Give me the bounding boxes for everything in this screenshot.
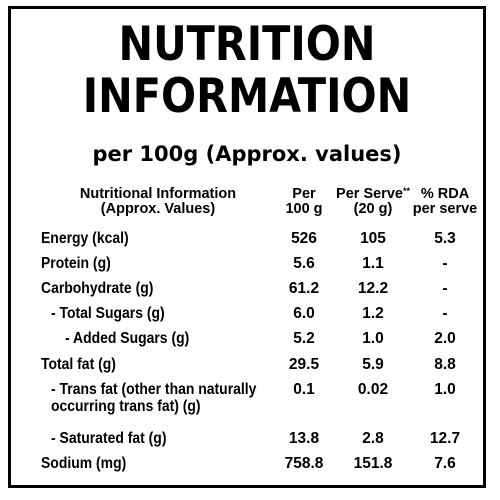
per-serve-value: 1.1 [362, 255, 384, 272]
row-label: - Total Sugars (g) [51, 305, 165, 322]
header-per-serve: Per Serve** (20 g) [333, 187, 413, 217]
rda-value: 8.8 [434, 356, 456, 373]
rda-value: 12.7 [429, 430, 461, 447]
header-nutritional-information: Nutritional Information (Approx. Values) [79, 186, 237, 217]
row-label: - Trans fat (other than naturally occurr… [51, 381, 257, 415]
per100-value: 13.8 [288, 430, 320, 447]
per100-value: 5.6 [293, 255, 315, 272]
per-serve-value: 5.9 [362, 356, 384, 373]
per-serve-value: 105 [360, 230, 386, 247]
rda-value: 2.0 [434, 330, 456, 347]
row-label: - Saturated fat (g) [51, 430, 167, 447]
header-per-100g: Per 100 g [285, 186, 323, 217]
per-serve-value: 0.02 [357, 381, 389, 398]
row-label: - Added Sugars (g) [65, 330, 190, 347]
row-label: Carbohydrate (g) [41, 280, 154, 297]
per100-value: 526 [291, 230, 317, 247]
per-serve-value: 1.0 [362, 330, 384, 347]
title-line-2: INFORMATION [82, 69, 412, 124]
serve-footnote-marker: ** [402, 186, 410, 196]
title-line-1: NUTRITION [118, 17, 376, 72]
rda-value: 1.0 [434, 381, 456, 398]
subtitle: per 100g (Approx. values) [92, 142, 402, 166]
nutrition-panel: NUTRITION INFORMATION per 100g (Approx. … [8, 6, 486, 488]
per100-value: 6.0 [293, 305, 315, 322]
per100-value: 5.2 [293, 330, 315, 347]
rda-value: - [442, 255, 448, 272]
per100-value: 0.1 [293, 381, 315, 398]
header-serve-size: (20 g) [353, 201, 393, 217]
row-label: Sodium (mg) [41, 455, 127, 472]
per100-value: 29.5 [288, 356, 320, 373]
per-serve-value: 151.8 [353, 455, 393, 472]
rda-value: 7.6 [434, 455, 456, 472]
per-serve-value: 2.8 [362, 430, 384, 447]
rda-value: - [442, 305, 448, 322]
row-label: Protein (g) [41, 255, 111, 272]
rda-value: - [442, 280, 448, 297]
per-serve-value: 1.2 [362, 305, 384, 322]
per-serve-value: 12.2 [357, 280, 389, 297]
per100-value: 758.8 [284, 455, 324, 472]
row-label: Energy (kcal) [41, 230, 129, 247]
row-label: Total fat (g) [41, 356, 116, 373]
header-rda-per-serve: % RDA per serve [412, 186, 478, 217]
header-per-serve-label: Per Serve [336, 186, 403, 202]
per100-value: 61.2 [288, 280, 320, 297]
rda-value: 5.3 [434, 230, 456, 247]
